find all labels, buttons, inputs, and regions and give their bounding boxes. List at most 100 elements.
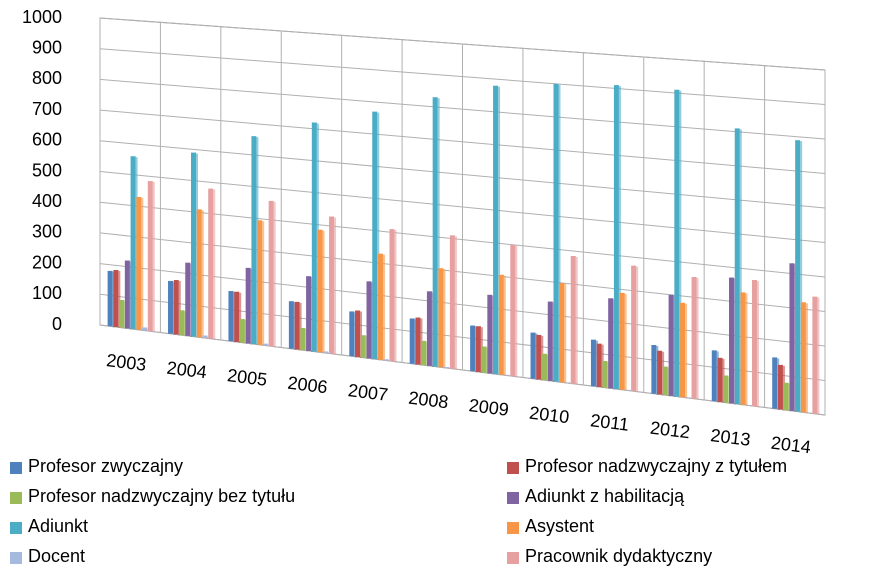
bar-side: [739, 129, 742, 406]
bar: [662, 366, 668, 396]
x-tick-label: 2012: [649, 418, 691, 443]
bar: [777, 364, 783, 410]
legend-label: Docent: [28, 546, 85, 566]
bar-side: [273, 201, 276, 348]
bar-side: [178, 281, 181, 336]
bar: [564, 382, 570, 384]
legend-swatch: [10, 522, 22, 534]
bar-side: [624, 293, 627, 391]
x-tick-label: 2013: [709, 425, 751, 450]
bar: [651, 345, 657, 394]
bar: [734, 128, 740, 405]
bar: [147, 181, 153, 332]
bar: [113, 270, 119, 327]
bar: [377, 253, 383, 360]
bar: [372, 111, 378, 360]
x-tick-label: 2005: [226, 365, 268, 390]
bar: [547, 301, 553, 381]
y-tick-label: 200: [32, 252, 62, 272]
bar: [685, 397, 691, 399]
grid-line: [99, 48, 826, 105]
x-tick-label: 2010: [528, 403, 570, 428]
bar: [487, 294, 493, 374]
grid-line: [99, 171, 826, 243]
bar: [415, 317, 421, 365]
bar: [729, 277, 735, 404]
bar: [475, 326, 481, 372]
bar-side: [394, 230, 397, 363]
bar-side: [745, 293, 748, 406]
bar: [668, 294, 674, 396]
y-tick-label: 600: [32, 130, 62, 150]
y-tick-label: 0: [52, 314, 62, 334]
y-tick-label: 300: [32, 222, 62, 242]
bar-side: [382, 254, 385, 361]
bar: [530, 332, 536, 379]
legend-swatch: [507, 522, 519, 534]
x-tick-label: 2009: [468, 395, 510, 420]
y-tick-label: 800: [32, 68, 62, 88]
legend-swatch: [10, 462, 22, 474]
bar: [596, 343, 602, 387]
bar: [251, 136, 257, 345]
bar: [288, 301, 294, 349]
bar: [142, 327, 148, 331]
bar: [608, 298, 614, 389]
bar: [812, 296, 818, 414]
bar-side: [141, 197, 144, 331]
bar: [691, 277, 697, 399]
bar: [498, 274, 504, 375]
grid-line: [99, 201, 826, 278]
legend-swatch: [10, 552, 22, 564]
bar-side: [443, 269, 446, 369]
bar-side: [201, 210, 204, 339]
bar-side: [685, 303, 688, 399]
bar: [366, 281, 372, 359]
bar: [751, 279, 757, 407]
bar: [168, 280, 174, 334]
bar: [613, 85, 619, 390]
y-tick-label: 500: [32, 160, 62, 180]
bar-side: [118, 271, 121, 328]
grid-line: [99, 140, 826, 209]
y-tick-label: 100: [32, 283, 62, 303]
bar: [680, 302, 686, 398]
bar: [800, 302, 806, 413]
bar-side: [299, 302, 302, 351]
x-tick-label: 2014: [770, 433, 812, 458]
bar: [107, 270, 113, 327]
bar-side: [454, 236, 457, 370]
bar: [173, 280, 179, 335]
bar-side: [817, 297, 820, 415]
bar: [625, 389, 631, 391]
bar-side: [262, 221, 265, 346]
bar: [542, 353, 548, 381]
bar: [795, 140, 801, 412]
bar: [470, 325, 476, 372]
bar-side: [558, 84, 561, 383]
bar: [723, 375, 729, 403]
y-tick-label: 900: [32, 37, 62, 57]
bar: [536, 334, 542, 380]
bar: [481, 346, 487, 373]
grid-line: [99, 17, 826, 71]
bar-side: [377, 112, 380, 361]
legend-swatch: [507, 492, 519, 504]
bar-side: [756, 280, 759, 408]
bar-side: [322, 230, 325, 354]
bar: [190, 152, 196, 337]
bar-side: [800, 141, 803, 413]
bar: [657, 350, 663, 395]
grid-line: [99, 324, 826, 416]
bar: [421, 340, 427, 366]
bar-side: [618, 86, 621, 391]
bar: [570, 255, 576, 384]
bar: [631, 265, 637, 392]
bar: [311, 122, 317, 352]
bar: [179, 310, 185, 336]
bar: [294, 301, 300, 350]
legend-swatch: [10, 492, 22, 504]
bar: [783, 382, 789, 411]
bar-side: [805, 303, 808, 414]
